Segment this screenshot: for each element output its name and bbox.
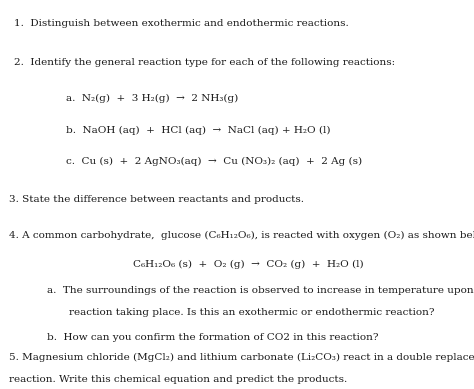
Text: reaction. Write this chemical equation and predict the products.: reaction. Write this chemical equation a…: [9, 375, 348, 384]
Text: b.  How can you confirm the formation of CO2 in this reaction?: b. How can you confirm the formation of …: [47, 333, 379, 342]
Text: 1.  Distinguish between exothermic and endothermic reactions.: 1. Distinguish between exothermic and en…: [14, 19, 349, 28]
Text: c.  Cu (s)  +  2 AgNO₃(aq)  →  Cu (NO₃)₂ (aq)  +  2 Ag (s): c. Cu (s) + 2 AgNO₃(aq) → Cu (NO₃)₂ (aq)…: [66, 158, 363, 166]
Text: 5. Magnesium chloride (MgCl₂) and lithium carbonate (Li₂CO₃) react in a double r: 5. Magnesium chloride (MgCl₂) and lithiu…: [9, 353, 474, 362]
Text: 4. A common carbohydrate,  glucose (C₆H₁₂O₆), is reacted with oxygen (O₂) as sho: 4. A common carbohydrate, glucose (C₆H₁₂…: [9, 231, 474, 240]
Text: C₆H₁₂O₆ (s)  +  O₂ (g)  →  CO₂ (g)  +  H₂O (l): C₆H₁₂O₆ (s) + O₂ (g) → CO₂ (g) + H₂O (l): [133, 260, 364, 269]
Text: b.  NaOH (aq)  +  HCl (aq)  →  NaCl (aq) + H₂O (l): b. NaOH (aq) + HCl (aq) → NaCl (aq) + H₂…: [66, 126, 331, 135]
Text: a.  The surroundings of the reaction is observed to increase in temperature upon: a. The surroundings of the reaction is o…: [47, 286, 474, 295]
Text: a.  N₂(g)  +  3 H₂(g)  →  2 NH₃(g): a. N₂(g) + 3 H₂(g) → 2 NH₃(g): [66, 94, 238, 103]
Text: reaction taking place. Is this an exothermic or endothermic reaction?: reaction taking place. Is this an exothe…: [69, 308, 434, 317]
Text: 2.  Identify the general reaction type for each of the following reactions:: 2. Identify the general reaction type fo…: [14, 58, 395, 67]
Text: 3. State the difference between reactants and products.: 3. State the difference between reactant…: [9, 195, 304, 204]
